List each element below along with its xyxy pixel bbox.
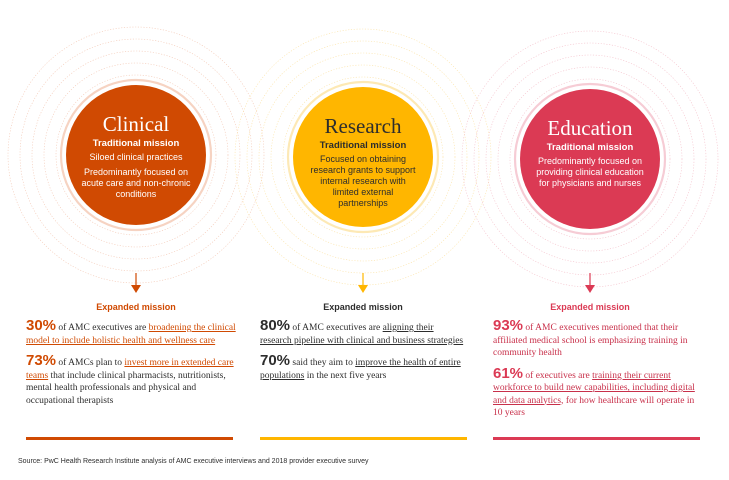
clinical-stats: 30% of AMC executives are broadening the… xyxy=(26,317,241,415)
research-stats: 80% of AMC executives are aligning their… xyxy=(260,317,465,390)
stat-text: of AMC executives are xyxy=(56,323,149,333)
stat-text: of AMCs plan to xyxy=(56,358,125,368)
clinical-expanded-label: Expanded mission xyxy=(96,302,176,312)
research-circle: Research Traditional mission Focused on … xyxy=(293,87,433,227)
education-stat-2: 61% of executives are training their cur… xyxy=(493,364,705,420)
clinical-arrow-icon xyxy=(131,273,141,293)
stat-link[interactable]: improve the health of entire populations xyxy=(260,358,461,381)
clinical-stat-2: 73% of AMCs plan to invest more in exten… xyxy=(26,352,241,407)
stat-link[interactable]: invest more in extended care teams xyxy=(26,358,234,381)
research-title: Research xyxy=(324,114,402,138)
stat-text: of AMC executives mentioned that their a… xyxy=(493,323,688,358)
research-description: Focused on obtaining research grants to … xyxy=(293,154,433,209)
stat-text: said they aim to xyxy=(290,358,356,368)
research-divider-bar xyxy=(260,437,467,440)
education-description: Predominantly focused on providing clini… xyxy=(520,156,660,189)
clinical-desc-1: Siloed clinical practices xyxy=(89,152,183,162)
stat-percent: 80% xyxy=(260,317,291,334)
stat-percent: 70% xyxy=(260,352,291,369)
research-desc-1: Focused on obtaining research grants to … xyxy=(310,154,416,208)
stat-link[interactable]: broadening the clinical model to include… xyxy=(26,323,236,346)
clinical-subtitle: Traditional mission xyxy=(92,138,180,149)
clinical-divider-bar xyxy=(26,437,233,440)
education-expanded-label: Expanded mission xyxy=(550,302,630,312)
stat-percent: 30% xyxy=(26,317,57,334)
research-stat-2: 70% said they aim to improve the health … xyxy=(260,352,465,382)
education-stats: 93% of AMC executives mentioned that the… xyxy=(493,317,705,428)
clinical-title: Clinical xyxy=(102,112,170,136)
stat-percent: 61% xyxy=(493,364,524,382)
research-arrow-icon xyxy=(358,273,368,293)
research-subtitle: Traditional mission xyxy=(319,140,407,151)
clinical-stat-1: 30% of AMC executives are broadening the… xyxy=(26,317,241,347)
education-desc-1: Predominantly focused on providing clini… xyxy=(536,156,644,188)
stat-text: that include clinical pharmacists, nutri… xyxy=(26,370,226,406)
stat-link[interactable]: training their current workforce to buil… xyxy=(493,370,695,406)
source-note: Source: PwC Health Research Institute an… xyxy=(18,458,369,465)
clinical-circle: Clinical Traditional mission Siloed clin… xyxy=(66,85,206,225)
education-circle: Education Traditional mission Predominan… xyxy=(520,89,660,229)
stat-text: in the next five years xyxy=(304,370,387,381)
clinical-desc-2: Predominantly focused on acute care and … xyxy=(81,167,191,199)
education-arrow-icon xyxy=(585,273,595,293)
research-stat-1: 80% of AMC executives are aligning their… xyxy=(260,317,465,347)
stat-link[interactable]: aligning their research pipeline with cl… xyxy=(260,323,464,346)
education-title: Education xyxy=(547,116,633,140)
education-divider-bar xyxy=(493,437,700,440)
stat-text: of AMC executives are xyxy=(290,323,383,333)
education-stat-1: 93% of AMC executives mentioned that the… xyxy=(493,317,705,360)
clinical-description: Siloed clinical practices Predominantly … xyxy=(66,152,206,200)
stat-text: for how healthcare will operate in 10 ye… xyxy=(493,395,695,419)
research-expanded-label: Expanded mission xyxy=(323,302,403,312)
education-subtitle: Traditional mission xyxy=(546,142,634,153)
stat-text: of executives are xyxy=(523,370,593,381)
stat-percent: 93% xyxy=(493,317,524,334)
stat-percent: 73% xyxy=(26,352,57,369)
